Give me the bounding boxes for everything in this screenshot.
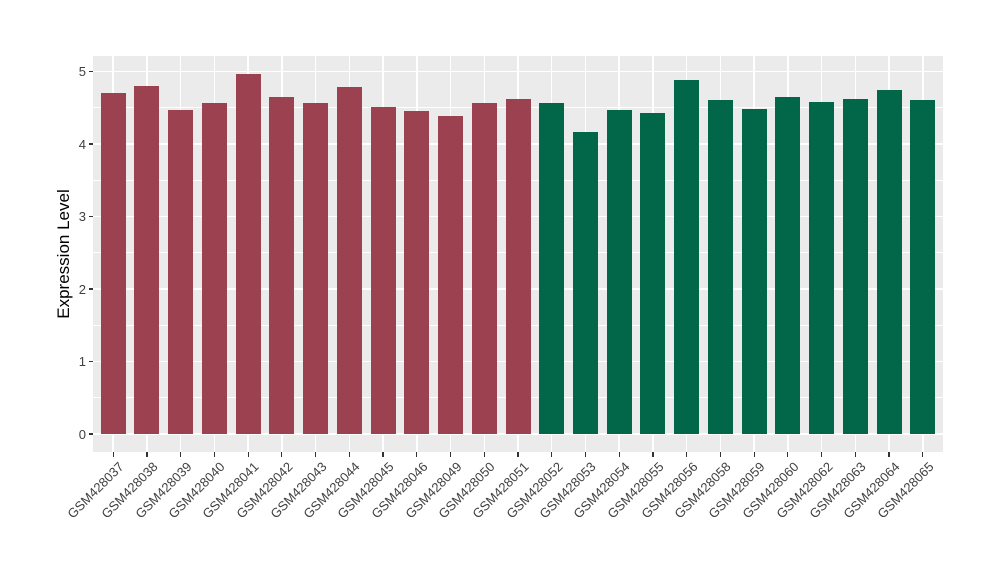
y-tick-mark bbox=[88, 215, 93, 218]
bar-GSM428051 bbox=[505, 99, 531, 434]
y-tick-label: 0 bbox=[78, 426, 86, 442]
x-tick-mark bbox=[888, 452, 890, 457]
x-tick-mark bbox=[213, 452, 216, 457]
bar-GSM428043 bbox=[303, 103, 329, 434]
x-tick-mark bbox=[315, 452, 317, 457]
bar-GSM428062 bbox=[809, 101, 835, 434]
bar-GSM428042 bbox=[269, 96, 295, 434]
x-tick-mark bbox=[112, 452, 114, 457]
x-tick-mark bbox=[787, 452, 789, 457]
bar-GSM428046 bbox=[404, 110, 430, 434]
bar-GSM428058 bbox=[707, 99, 733, 434]
bar-GSM428065 bbox=[910, 99, 936, 434]
y-tick-mark bbox=[88, 433, 93, 435]
bar-GSM428044 bbox=[336, 86, 362, 434]
bar-GSM428054 bbox=[606, 109, 632, 434]
y-tick-label: 2 bbox=[78, 281, 86, 297]
x-tick-mark bbox=[719, 452, 721, 457]
x-tick-mark bbox=[382, 452, 384, 457]
x-tick-mark bbox=[753, 452, 755, 457]
bar-GSM428049 bbox=[438, 115, 464, 434]
x-tick-mark bbox=[686, 452, 688, 457]
x-tick-mark bbox=[820, 452, 823, 457]
y-tick-mark bbox=[88, 70, 93, 73]
y-tick-label: 5 bbox=[78, 64, 86, 79]
x-tick-mark bbox=[146, 452, 148, 457]
y-tick-mark bbox=[88, 288, 93, 290]
y-tick-label: 1 bbox=[78, 354, 86, 369]
x-tick-mark bbox=[483, 452, 485, 457]
bar-GSM428037 bbox=[100, 93, 126, 434]
x-tick-mark bbox=[517, 452, 519, 457]
bar-GSM428056 bbox=[674, 80, 700, 434]
bar-GSM428064 bbox=[876, 89, 902, 434]
x-tick-mark bbox=[618, 452, 620, 457]
bar-GSM428055 bbox=[640, 112, 666, 434]
x-tick-mark bbox=[281, 452, 283, 457]
bar-GSM428045 bbox=[370, 107, 396, 434]
x-tick-mark bbox=[584, 452, 587, 457]
x-tick-mark bbox=[652, 452, 654, 457]
bar-GSM428060 bbox=[775, 96, 801, 434]
x-tick-mark bbox=[247, 452, 249, 457]
bar-GSM428039 bbox=[168, 109, 194, 434]
y-tick-label: 3 bbox=[78, 209, 86, 224]
bar-GSM428053 bbox=[572, 132, 598, 434]
y-tick-mark bbox=[88, 360, 93, 363]
x-tick-mark bbox=[180, 452, 182, 457]
bar-GSM428052 bbox=[539, 102, 565, 434]
x-tick-mark bbox=[551, 452, 553, 457]
bar-GSM428063 bbox=[842, 99, 868, 434]
y-tick-mark bbox=[88, 143, 93, 145]
bar-GSM428040 bbox=[201, 102, 227, 434]
x-tick-mark bbox=[449, 452, 452, 457]
x-tick-mark bbox=[854, 452, 856, 457]
bar-GSM428038 bbox=[134, 86, 160, 434]
x-tick-mark bbox=[416, 452, 418, 457]
x-tick-mark bbox=[922, 452, 924, 457]
bar-GSM428050 bbox=[471, 103, 497, 434]
y-tick-label: 4 bbox=[78, 136, 86, 152]
x-tick-mark bbox=[348, 452, 350, 457]
bar-GSM428059 bbox=[741, 109, 767, 434]
bar-GSM428041 bbox=[235, 74, 261, 434]
